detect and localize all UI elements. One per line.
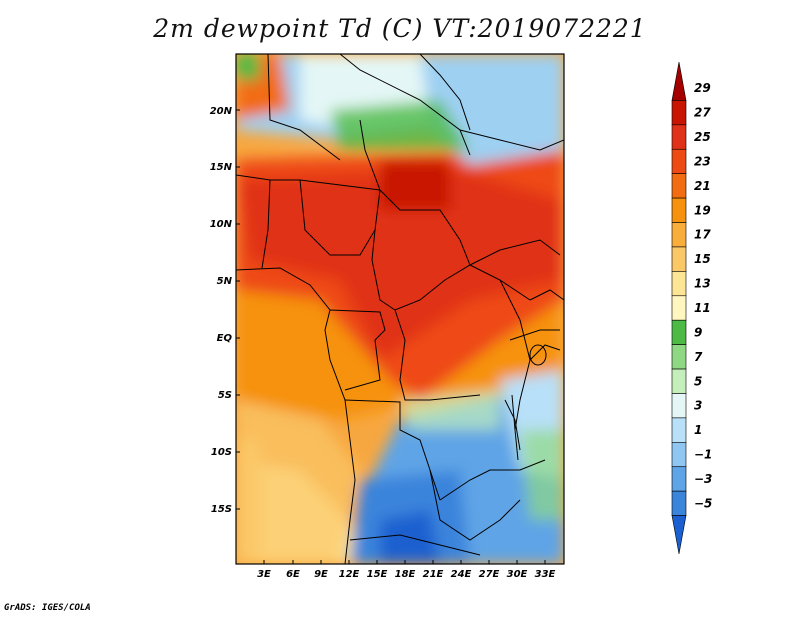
lon-tick-label: 30E	[507, 569, 528, 580]
colorbar-swatch	[671, 246, 687, 272]
lon-tick-label: 18E	[395, 569, 416, 580]
lat-axis: 20N 15N 10N 5N EQ 5S 10S 15S	[210, 106, 233, 515]
colorbar	[671, 61, 687, 555]
colorbar-swatch	[671, 148, 687, 174]
lat-tick-label: 5S	[218, 390, 232, 401]
colorbar-swatch	[671, 271, 687, 297]
colorbar-swatch	[671, 319, 687, 345]
colorbar-label: 29	[694, 81, 711, 95]
colorbar-label: 3	[694, 399, 702, 413]
colorbar-label: 7	[694, 350, 703, 364]
colorbar-label: 5	[694, 374, 702, 388]
lat-tick-label: 15N	[210, 162, 233, 173]
lat-tick-label: 5N	[217, 276, 233, 287]
colorbar-label: −5	[694, 496, 712, 510]
colorbar-label: 23	[694, 154, 711, 168]
lat-tick-label: 15S	[211, 504, 232, 515]
colorbar-label: 17	[694, 228, 711, 242]
lon-tick-label: 3E	[257, 569, 271, 580]
colorbar-label: 9	[694, 325, 702, 339]
colorbar-swatch	[671, 295, 687, 321]
colorbar-swatch	[671, 442, 687, 468]
lat-tick-label: 10N	[210, 219, 233, 230]
map-field	[236, 54, 564, 564]
lat-tick-label: 20N	[210, 106, 233, 117]
colorbar-swatch	[671, 368, 687, 394]
colorbar-label: 21	[694, 179, 711, 193]
lon-tick-label: 33E	[535, 569, 556, 580]
lat-tick-label: 10S	[211, 447, 232, 458]
colorbar-label: −3	[694, 472, 712, 486]
lon-tick-label: 27E	[479, 569, 500, 580]
colorbar-swatch	[671, 100, 687, 126]
colorbar-label: 1	[694, 423, 702, 437]
colorbar-label: 15	[694, 252, 711, 266]
colorbar-swatch	[671, 417, 687, 443]
map-title: 2m dewpoint Td (C) VT:2019072221	[153, 14, 647, 43]
map-frame	[235, 53, 565, 565]
country-borders	[236, 54, 564, 564]
colorbar-swatch	[671, 61, 687, 101]
colorbar-swatch	[671, 393, 687, 419]
lat-tick-label: EQ	[217, 333, 233, 344]
colorbar-label: 13	[694, 277, 711, 291]
colorbar-label: 19	[694, 203, 711, 217]
lon-tick-label: 6E	[286, 569, 300, 580]
lon-tick-label: 21E	[423, 569, 444, 580]
colorbar-swatch	[671, 222, 687, 248]
colorbar-label: 11	[694, 301, 711, 315]
lon-axis: 3E 6E 9E 12E 15E 18E 21E 24E 27E 30E 33E	[257, 569, 555, 580]
colorbar-swatch	[671, 197, 687, 223]
credit-text: GrADS: IGES/COLA	[4, 603, 91, 613]
colorbar-swatch	[671, 466, 687, 492]
lon-tick-label: 12E	[339, 569, 360, 580]
colorbar-swatch	[671, 124, 687, 150]
lon-tick-label: 15E	[367, 569, 388, 580]
colorbar-label: −1	[694, 448, 712, 462]
colorbar-labels: 29 27 25 23 21 19 17 15 13 11 9 7 5 3 1 −1 −3 −5	[694, 81, 712, 510]
colorbar-swatch	[671, 173, 687, 199]
colorbar-label: 27	[694, 106, 711, 120]
colorbar-swatch	[671, 344, 687, 370]
lon-tick-label: 24E	[451, 569, 472, 580]
lon-tick-label: 9E	[314, 569, 328, 580]
colorbar-label: 25	[694, 130, 711, 144]
colorbar-swatch	[671, 490, 687, 516]
colorbar-swatch	[671, 515, 687, 555]
